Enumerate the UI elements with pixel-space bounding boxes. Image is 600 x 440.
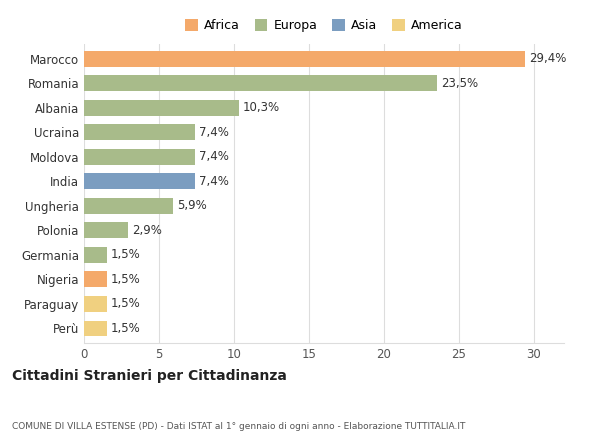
Bar — [84, 271, 107, 287]
Bar — [84, 149, 195, 165]
Text: 29,4%: 29,4% — [530, 52, 567, 65]
Bar — [84, 125, 195, 140]
Text: 5,9%: 5,9% — [177, 199, 207, 213]
Bar — [84, 100, 239, 116]
Bar — [84, 51, 525, 67]
Bar — [84, 173, 195, 189]
Text: 2,9%: 2,9% — [132, 224, 162, 237]
Bar — [84, 222, 128, 238]
Legend: Africa, Europa, Asia, America: Africa, Europa, Asia, America — [182, 17, 466, 35]
Text: 23,5%: 23,5% — [441, 77, 478, 90]
Text: 7,4%: 7,4% — [199, 175, 229, 188]
Text: 1,5%: 1,5% — [111, 297, 141, 311]
Text: 7,4%: 7,4% — [199, 126, 229, 139]
Bar — [84, 75, 437, 91]
Text: 1,5%: 1,5% — [111, 273, 141, 286]
Bar — [84, 247, 107, 263]
Bar — [84, 320, 107, 337]
Text: 1,5%: 1,5% — [111, 249, 141, 261]
Bar — [84, 296, 107, 312]
Text: 1,5%: 1,5% — [111, 322, 141, 335]
Text: 10,3%: 10,3% — [243, 101, 280, 114]
Bar — [84, 198, 173, 214]
Text: 7,4%: 7,4% — [199, 150, 229, 163]
Text: COMUNE DI VILLA ESTENSE (PD) - Dati ISTAT al 1° gennaio di ogni anno - Elaborazi: COMUNE DI VILLA ESTENSE (PD) - Dati ISTA… — [12, 422, 466, 431]
Text: Cittadini Stranieri per Cittadinanza: Cittadini Stranieri per Cittadinanza — [12, 369, 287, 383]
